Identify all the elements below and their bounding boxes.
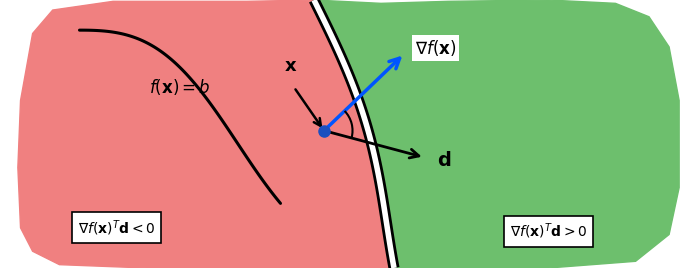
Text: $\mathbf{d}$: $\mathbf{d}$ <box>436 151 451 170</box>
Text: $\nabla f(\mathbf{x})^T \mathbf{d} > 0$: $\nabla f(\mathbf{x})^T \mathbf{d} > 0$ <box>510 221 587 241</box>
Text: $\mathbf{x}$: $\mathbf{x}$ <box>284 57 297 75</box>
Text: $\nabla f(\mathbf{x})$: $\nabla f(\mathbf{x})$ <box>414 38 456 58</box>
Text: $f(\mathbf{x}) = b$: $f(\mathbf{x}) = b$ <box>149 77 211 97</box>
Text: $\nabla f(\mathbf{x})^T \mathbf{d} < 0$: $\nabla f(\mathbf{x})^T \mathbf{d} < 0$ <box>78 218 155 238</box>
Polygon shape <box>314 0 679 268</box>
Polygon shape <box>18 0 394 268</box>
